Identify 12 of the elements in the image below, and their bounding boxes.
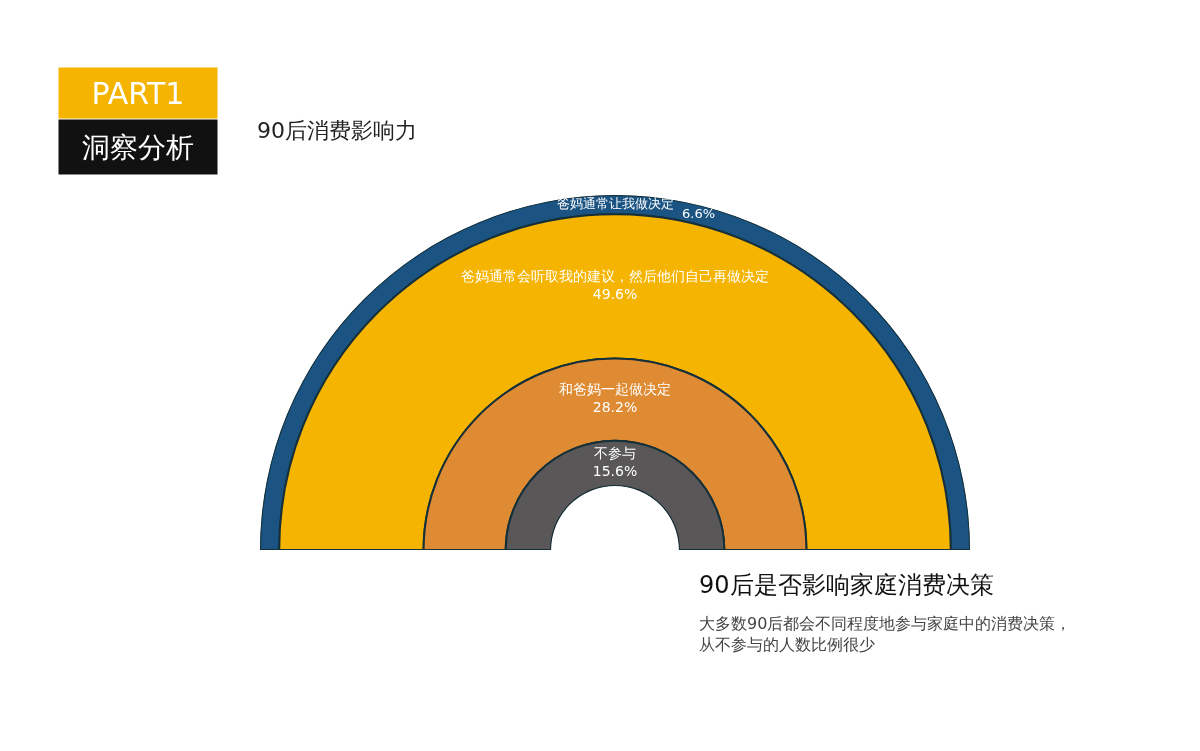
text: PART1	[91, 75, 185, 111]
category-label: 爸妈通常会听取我的建议，然后他们自己再做决定	[461, 268, 769, 285]
data-label: 49.6%	[592, 285, 638, 302]
text: 90后消费影响力	[257, 118, 417, 143]
category-label: 和爸妈一起做决定	[559, 381, 671, 398]
text: 洞察分析	[82, 130, 194, 164]
data-label: 6.6%	[682, 206, 716, 222]
data-label: 15.6%	[592, 462, 638, 479]
text: 大多数90后都会不同程度地参与家庭中的消费决策，从不参与的人数比例很少	[699, 614, 1072, 654]
category-label: 不参与	[594, 445, 636, 462]
data-label: 28.2%	[592, 398, 638, 415]
text: 90后是否影响家庭消费决策	[699, 571, 994, 599]
